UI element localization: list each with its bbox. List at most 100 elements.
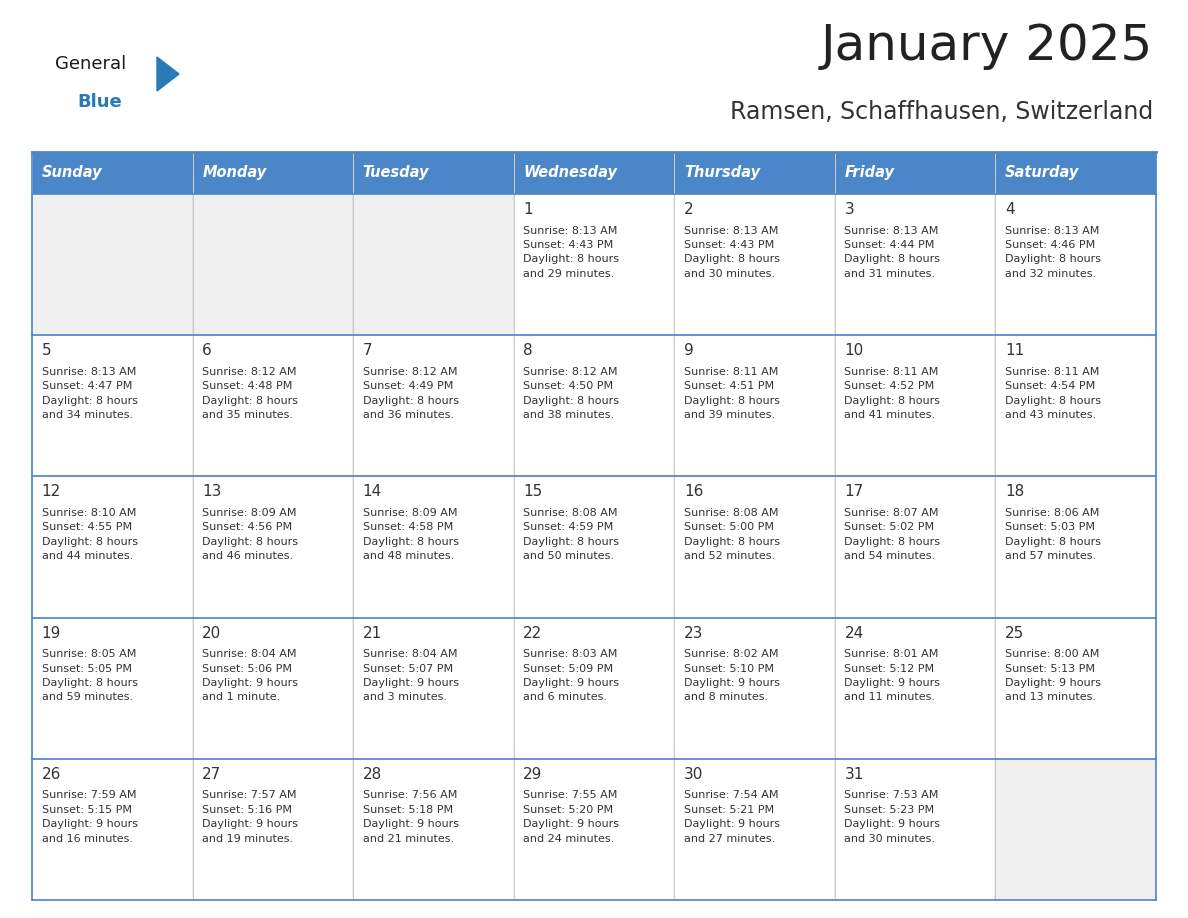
Text: Sunrise: 8:11 AM
Sunset: 4:52 PM
Daylight: 8 hours
and 41 minutes.: Sunrise: 8:11 AM Sunset: 4:52 PM Dayligh… [845, 366, 941, 420]
Bar [192, 152, 353, 194]
Text: Sunday: Sunday [42, 165, 102, 181]
Bar [353, 759, 513, 900]
Bar [835, 759, 996, 900]
Text: 1: 1 [524, 202, 533, 217]
Bar [513, 476, 675, 618]
Text: Sunrise: 8:13 AM
Sunset: 4:47 PM
Daylight: 8 hours
and 34 minutes.: Sunrise: 8:13 AM Sunset: 4:47 PM Dayligh… [42, 366, 138, 420]
Bar [996, 618, 1156, 759]
Text: Sunrise: 8:09 AM
Sunset: 4:56 PM
Daylight: 8 hours
and 46 minutes.: Sunrise: 8:09 AM Sunset: 4:56 PM Dayligh… [202, 508, 298, 561]
Text: 8: 8 [524, 343, 533, 358]
Text: 26: 26 [42, 767, 61, 782]
Text: 10: 10 [845, 343, 864, 358]
Text: 18: 18 [1005, 485, 1024, 499]
Bar [675, 152, 835, 194]
Text: Sunrise: 7:56 AM
Sunset: 5:18 PM
Daylight: 9 hours
and 21 minutes.: Sunrise: 7:56 AM Sunset: 5:18 PM Dayligh… [362, 790, 459, 844]
Text: 4: 4 [1005, 202, 1015, 217]
Bar [675, 759, 835, 900]
Bar [353, 152, 513, 194]
Text: Sunrise: 8:12 AM
Sunset: 4:49 PM
Daylight: 8 hours
and 36 minutes.: Sunrise: 8:12 AM Sunset: 4:49 PM Dayligh… [362, 366, 459, 420]
Text: Sunrise: 8:06 AM
Sunset: 5:03 PM
Daylight: 8 hours
and 57 minutes.: Sunrise: 8:06 AM Sunset: 5:03 PM Dayligh… [1005, 508, 1101, 561]
Text: Friday: Friday [845, 165, 895, 181]
Bar [835, 152, 996, 194]
Text: Sunrise: 8:11 AM
Sunset: 4:54 PM
Daylight: 8 hours
and 43 minutes.: Sunrise: 8:11 AM Sunset: 4:54 PM Dayligh… [1005, 366, 1101, 420]
Bar [192, 476, 353, 618]
Text: 6: 6 [202, 343, 211, 358]
Bar [675, 618, 835, 759]
Text: Sunrise: 8:05 AM
Sunset: 5:05 PM
Daylight: 8 hours
and 59 minutes.: Sunrise: 8:05 AM Sunset: 5:05 PM Dayligh… [42, 649, 138, 702]
Text: Wednesday: Wednesday [524, 165, 618, 181]
Text: 7: 7 [362, 343, 372, 358]
Text: Sunrise: 8:13 AM
Sunset: 4:46 PM
Daylight: 8 hours
and 32 minutes.: Sunrise: 8:13 AM Sunset: 4:46 PM Dayligh… [1005, 226, 1101, 279]
Text: 24: 24 [845, 625, 864, 641]
Text: 19: 19 [42, 625, 61, 641]
Text: Sunrise: 7:54 AM
Sunset: 5:21 PM
Daylight: 9 hours
and 27 minutes.: Sunrise: 7:54 AM Sunset: 5:21 PM Dayligh… [684, 790, 779, 844]
Text: General: General [55, 55, 126, 73]
Bar [353, 476, 513, 618]
Bar [835, 194, 996, 335]
Text: Sunrise: 7:55 AM
Sunset: 5:20 PM
Daylight: 9 hours
and 24 minutes.: Sunrise: 7:55 AM Sunset: 5:20 PM Dayligh… [524, 790, 619, 844]
Text: Sunrise: 8:08 AM
Sunset: 4:59 PM
Daylight: 8 hours
and 50 minutes.: Sunrise: 8:08 AM Sunset: 4:59 PM Dayligh… [524, 508, 619, 561]
Text: 31: 31 [845, 767, 864, 782]
Bar [996, 152, 1156, 194]
Bar [513, 759, 675, 900]
Text: Sunrise: 8:08 AM
Sunset: 5:00 PM
Daylight: 8 hours
and 52 minutes.: Sunrise: 8:08 AM Sunset: 5:00 PM Dayligh… [684, 508, 779, 561]
Text: Tuesday: Tuesday [362, 165, 429, 181]
Text: Sunrise: 8:07 AM
Sunset: 5:02 PM
Daylight: 8 hours
and 54 minutes.: Sunrise: 8:07 AM Sunset: 5:02 PM Dayligh… [845, 508, 941, 561]
Bar [32, 759, 192, 900]
Text: Thursday: Thursday [684, 165, 760, 181]
Bar [32, 152, 192, 194]
Text: 5: 5 [42, 343, 51, 358]
Text: Sunrise: 8:11 AM
Sunset: 4:51 PM
Daylight: 8 hours
and 39 minutes.: Sunrise: 8:11 AM Sunset: 4:51 PM Dayligh… [684, 366, 779, 420]
Text: Sunrise: 8:13 AM
Sunset: 4:44 PM
Daylight: 8 hours
and 31 minutes.: Sunrise: 8:13 AM Sunset: 4:44 PM Dayligh… [845, 226, 941, 279]
Text: 22: 22 [524, 625, 543, 641]
Text: Sunrise: 8:12 AM
Sunset: 4:50 PM
Daylight: 8 hours
and 38 minutes.: Sunrise: 8:12 AM Sunset: 4:50 PM Dayligh… [524, 366, 619, 420]
Bar [835, 476, 996, 618]
Bar [513, 194, 675, 335]
Bar [996, 476, 1156, 618]
Text: Sunrise: 8:03 AM
Sunset: 5:09 PM
Daylight: 9 hours
and 6 minutes.: Sunrise: 8:03 AM Sunset: 5:09 PM Dayligh… [524, 649, 619, 702]
Text: Monday: Monday [202, 165, 266, 181]
Bar [835, 335, 996, 476]
Text: 25: 25 [1005, 625, 1024, 641]
Bar [32, 476, 192, 618]
Bar [513, 618, 675, 759]
Text: 3: 3 [845, 202, 854, 217]
Text: Sunrise: 7:57 AM
Sunset: 5:16 PM
Daylight: 9 hours
and 19 minutes.: Sunrise: 7:57 AM Sunset: 5:16 PM Dayligh… [202, 790, 298, 844]
Text: 27: 27 [202, 767, 221, 782]
Text: Sunrise: 8:01 AM
Sunset: 5:12 PM
Daylight: 9 hours
and 11 minutes.: Sunrise: 8:01 AM Sunset: 5:12 PM Dayligh… [845, 649, 941, 702]
Text: 9: 9 [684, 343, 694, 358]
Bar [513, 335, 675, 476]
Text: Sunrise: 8:10 AM
Sunset: 4:55 PM
Daylight: 8 hours
and 44 minutes.: Sunrise: 8:10 AM Sunset: 4:55 PM Dayligh… [42, 508, 138, 561]
Text: 2: 2 [684, 202, 694, 217]
Bar [192, 194, 353, 335]
Text: 28: 28 [362, 767, 383, 782]
Bar [192, 335, 353, 476]
Text: 13: 13 [202, 485, 222, 499]
Text: 23: 23 [684, 625, 703, 641]
Text: 20: 20 [202, 625, 221, 641]
Bar [192, 618, 353, 759]
Text: Sunrise: 8:13 AM
Sunset: 4:43 PM
Daylight: 8 hours
and 29 minutes.: Sunrise: 8:13 AM Sunset: 4:43 PM Dayligh… [524, 226, 619, 279]
Text: 29: 29 [524, 767, 543, 782]
Text: Sunrise: 8:04 AM
Sunset: 5:06 PM
Daylight: 9 hours
and 1 minute.: Sunrise: 8:04 AM Sunset: 5:06 PM Dayligh… [202, 649, 298, 702]
Bar [513, 152, 675, 194]
Text: 15: 15 [524, 485, 543, 499]
Text: Ramsen, Schaffhausen, Switzerland: Ramsen, Schaffhausen, Switzerland [729, 100, 1154, 124]
Text: 11: 11 [1005, 343, 1024, 358]
Text: Sunrise: 7:59 AM
Sunset: 5:15 PM
Daylight: 9 hours
and 16 minutes.: Sunrise: 7:59 AM Sunset: 5:15 PM Dayligh… [42, 790, 138, 844]
Text: Sunrise: 8:12 AM
Sunset: 4:48 PM
Daylight: 8 hours
and 35 minutes.: Sunrise: 8:12 AM Sunset: 4:48 PM Dayligh… [202, 366, 298, 420]
Text: January 2025: January 2025 [821, 22, 1154, 70]
Bar [996, 335, 1156, 476]
Bar [32, 335, 192, 476]
Bar [835, 618, 996, 759]
Text: Sunrise: 8:13 AM
Sunset: 4:43 PM
Daylight: 8 hours
and 30 minutes.: Sunrise: 8:13 AM Sunset: 4:43 PM Dayligh… [684, 226, 779, 279]
Text: Sunrise: 8:00 AM
Sunset: 5:13 PM
Daylight: 9 hours
and 13 minutes.: Sunrise: 8:00 AM Sunset: 5:13 PM Dayligh… [1005, 649, 1101, 702]
Bar [996, 759, 1156, 900]
Text: Sunrise: 8:02 AM
Sunset: 5:10 PM
Daylight: 9 hours
and 8 minutes.: Sunrise: 8:02 AM Sunset: 5:10 PM Dayligh… [684, 649, 779, 702]
Bar [675, 194, 835, 335]
Text: Sunrise: 8:09 AM
Sunset: 4:58 PM
Daylight: 8 hours
and 48 minutes.: Sunrise: 8:09 AM Sunset: 4:58 PM Dayligh… [362, 508, 459, 561]
Text: 30: 30 [684, 767, 703, 782]
Bar [353, 335, 513, 476]
Bar [675, 335, 835, 476]
Bar [996, 194, 1156, 335]
